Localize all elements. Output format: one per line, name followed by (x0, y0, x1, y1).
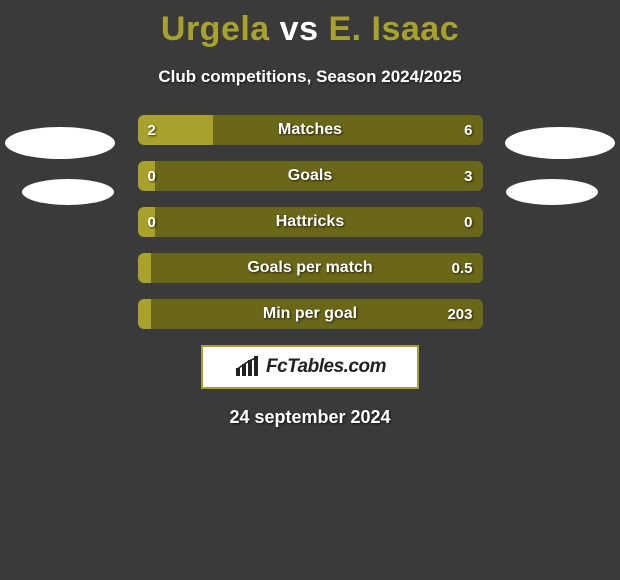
stat-left-value: 0 (138, 161, 166, 191)
stat-label: Goals per match (138, 253, 483, 283)
title-vs: vs (280, 10, 319, 48)
stat-right-value: 0 (454, 207, 482, 237)
stat-right-value: 0.5 (442, 253, 483, 283)
stat-label: Hattricks (138, 207, 483, 237)
stat-row: 26Matches (138, 115, 483, 145)
stat-bars: 26Matches03Goals00Hattricks0.5Goals per … (138, 115, 483, 329)
date: 24 september 2024 (0, 407, 620, 428)
stat-right-value: 203 (437, 299, 482, 329)
stat-right-value: 3 (454, 161, 482, 191)
decorative-ellipse (5, 127, 115, 159)
stat-left-value (138, 253, 158, 283)
stat-label: Goals (138, 161, 483, 191)
player1-name: Urgela (161, 10, 270, 48)
decorative-ellipse (506, 179, 598, 205)
subtitle: Club competitions, Season 2024/2025 (0, 67, 620, 87)
decorative-ellipse (505, 127, 615, 159)
stat-row: 0.5Goals per match (138, 253, 483, 283)
stat-right-value: 6 (454, 115, 482, 145)
bars-icon (234, 356, 262, 378)
stat-row: 203Min per goal (138, 299, 483, 329)
stat-label: Min per goal (138, 299, 483, 329)
stat-left-value: 2 (138, 115, 166, 145)
comparison-title: Urgela vs E. Isaac (0, 0, 620, 49)
logo-text: FcTables.com (266, 356, 386, 378)
stat-left-value: 0 (138, 207, 166, 237)
stat-row: 0 3Goals (138, 161, 483, 191)
source-logo: FcTables.com (201, 345, 419, 389)
stats-stage: 26Matches03Goals00Hattricks0.5Goals per … (0, 115, 620, 329)
decorative-ellipse (22, 179, 114, 205)
stat-row: 0 0Hattricks (138, 207, 483, 237)
player2-name: E. Isaac (328, 10, 459, 48)
stat-left-value (138, 299, 158, 329)
